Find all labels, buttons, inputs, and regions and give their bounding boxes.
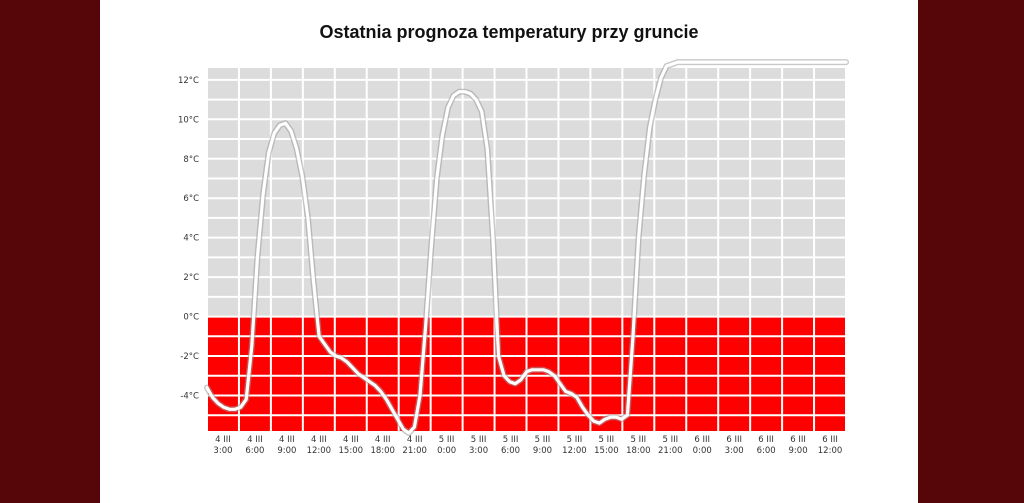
x-tick-day: 5 III	[662, 435, 678, 445]
x-tick-time: 21:00	[658, 446, 683, 456]
x-tick-time: 15:00	[594, 446, 619, 456]
x-tick-day: 6 III	[726, 435, 742, 445]
y-tick-label: 6°C	[183, 194, 199, 204]
x-tick-day: 5 III	[631, 435, 647, 445]
x-tick-time: 12:00	[562, 446, 587, 456]
x-tick-day: 6 III	[790, 435, 806, 445]
x-tick-day: 4 III	[247, 435, 263, 445]
x-tick-time: 18:00	[626, 446, 651, 456]
x-tick-day: 4 III	[279, 435, 295, 445]
x-tick-day: 5 III	[439, 435, 455, 445]
x-tick-day: 5 III	[503, 435, 519, 445]
y-tick-label: 8°C	[183, 155, 199, 165]
x-tick-day: 6 III	[822, 435, 838, 445]
y-tick-label: -2°C	[180, 352, 199, 362]
x-tick-day: 5 III	[535, 435, 551, 445]
x-tick-time: 18:00	[370, 446, 395, 456]
x-tick-time: 9:00	[277, 446, 296, 456]
y-tick-label: 10°C	[178, 115, 199, 125]
x-tick-day: 5 III	[599, 435, 615, 445]
x-tick-time: 12:00	[307, 446, 332, 456]
x-tick-day: 5 III	[567, 435, 583, 445]
chart-panel: Ostatnia prognoza temperatury przy grunc…	[100, 0, 918, 503]
temperature-chart: 12°C10°C8°C6°C4°C2°C0°C-2°C-4°C 4 III3:0…	[178, 59, 849, 456]
x-tick-day: 4 III	[407, 435, 423, 445]
x-tick-time: 6:00	[501, 446, 520, 456]
x-tick-day: 6 III	[758, 435, 774, 445]
x-tick-time: 15:00	[339, 446, 364, 456]
x-tick-day: 4 III	[215, 435, 231, 445]
x-tick-time: 9:00	[533, 446, 552, 456]
y-tick-label: 2°C	[183, 273, 199, 283]
x-tick-day: 4 III	[375, 435, 391, 445]
x-tick-time: 3:00	[469, 446, 488, 456]
x-tick-time: 0:00	[693, 446, 712, 456]
series-line	[205, 60, 848, 435]
chart-title: Ostatnia prognoza temperatury przy grunc…	[319, 22, 699, 42]
x-tick-day: 6 III	[694, 435, 710, 445]
x-tick-time: 6:00	[245, 446, 264, 456]
x-tick-time: 6:00	[757, 446, 776, 456]
y-axis: 12°C 10°C 8°C 6°C 4°C 2°C 0°C -2°C -4°C	[178, 76, 199, 402]
temperature-series	[204, 59, 849, 436]
x-tick-day: 5 III	[471, 435, 487, 445]
x-tick-time: 3:00	[213, 446, 232, 456]
x-tick-day: 4 III	[311, 435, 327, 445]
y-tick-label: -4°C	[180, 391, 199, 401]
x-tick-time: 21:00	[402, 446, 427, 456]
grid-lines	[206, 68, 847, 431]
y-tick-label: 4°C	[183, 234, 199, 244]
x-tick-time: 9:00	[789, 446, 808, 456]
x-tick-time: 12:00	[818, 446, 843, 456]
y-tick-label: 0°C	[183, 313, 199, 323]
x-tick-day: 4 III	[343, 435, 359, 445]
x-tick-time: 3:00	[725, 446, 744, 456]
x-tick-time: 0:00	[437, 446, 456, 456]
y-tick-label: 12°C	[178, 76, 199, 86]
